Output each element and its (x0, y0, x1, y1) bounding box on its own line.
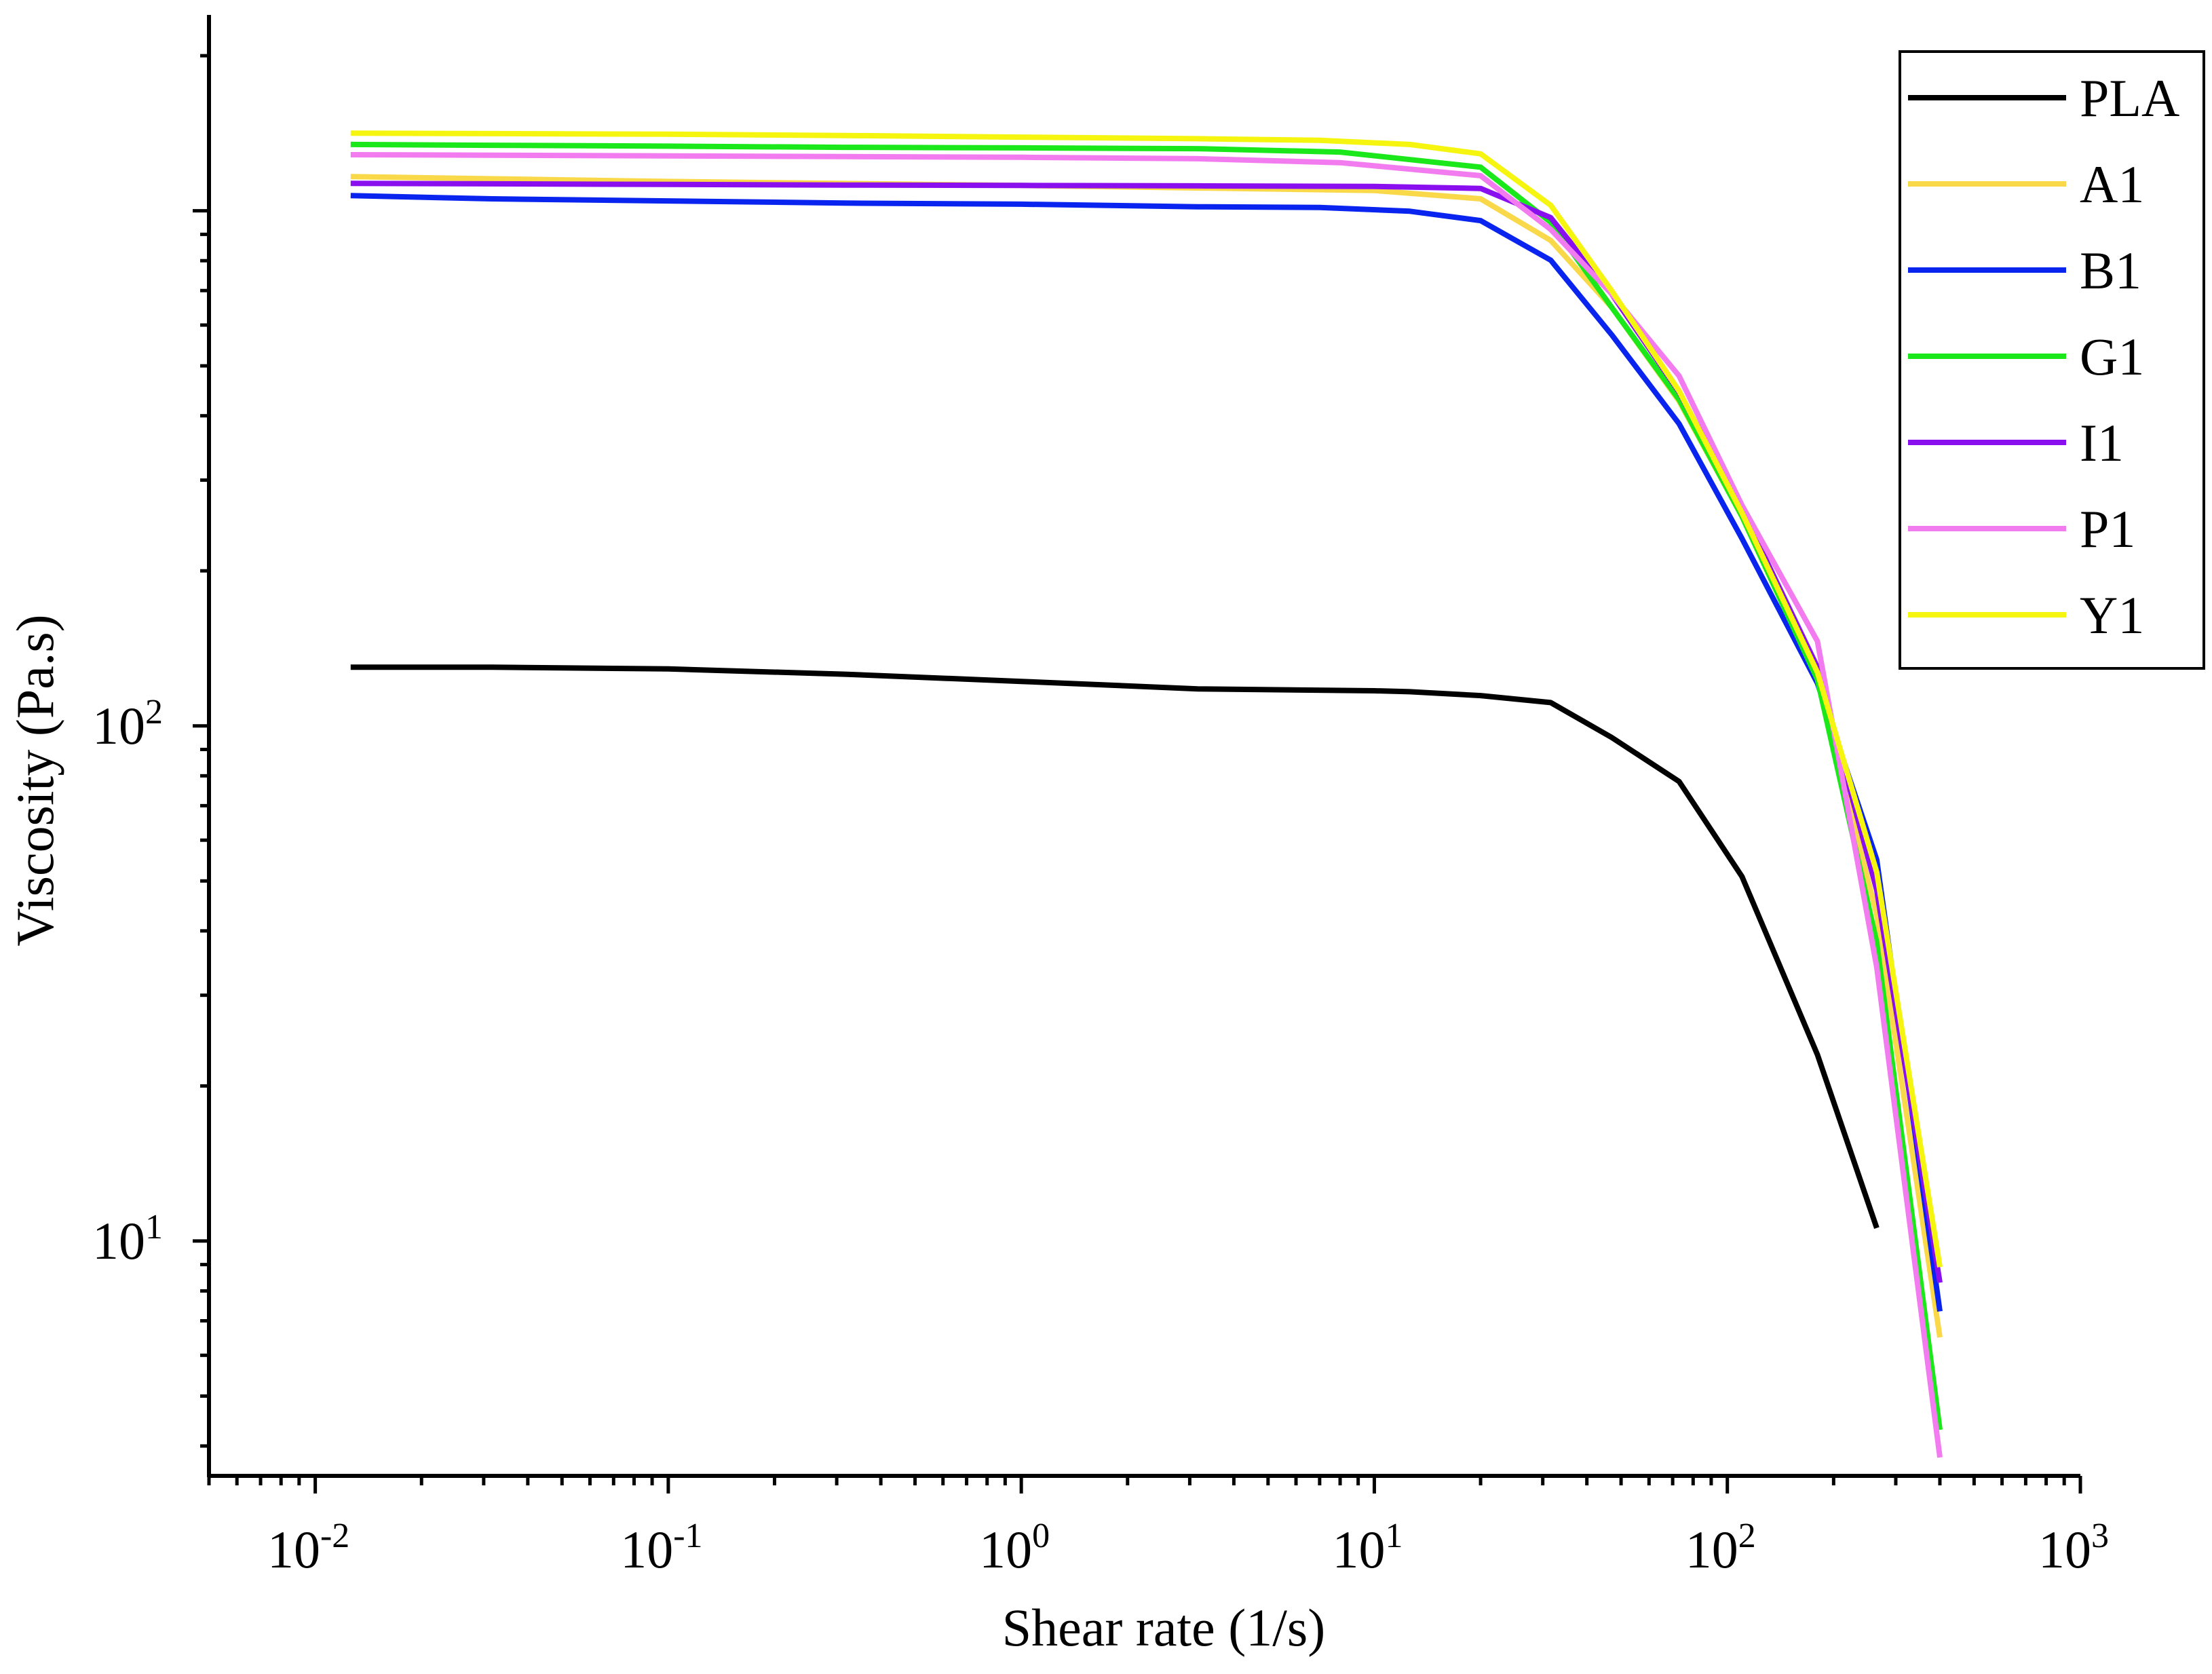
x-tick-label: 103 (2038, 1517, 2109, 1579)
legend: PLA A1 B1 G1 I1 P1 Y1 (1899, 50, 2205, 670)
legend-label-p1: P1 (2080, 499, 2135, 558)
tick-layer: 10-2 10-1 100 101 102 103 101 102 (92, 54, 2109, 1579)
legend-box (1899, 50, 2205, 670)
series-line-i1 (350, 180, 1943, 1283)
axes-layer (207, 15, 2080, 1478)
y-tick-label: 102 (92, 693, 163, 755)
series-line-a1 (350, 174, 1943, 1338)
legend-label-y1: Y1 (2080, 586, 2144, 645)
y-axis-title: Viscosity (Pa.s) (5, 614, 64, 946)
series-line-g1 (350, 141, 1943, 1430)
y-tick-label: 101 (92, 1208, 163, 1270)
x-tick-label: 10-2 (267, 1517, 349, 1579)
series-layer (350, 130, 1943, 1458)
series-line-b1 (350, 193, 1943, 1312)
legend-label-pla: PLA (2080, 69, 2179, 128)
series-line-y1 (350, 130, 1943, 1268)
x-tick-label: 10-1 (620, 1517, 702, 1579)
x-axis-title: Shear rate (1/s) (1002, 1598, 1325, 1657)
series-line-pla (350, 664, 1880, 1229)
x-tick-label: 102 (1685, 1517, 1756, 1579)
legend-label-b1: B1 (2080, 241, 2141, 300)
legend-label-a1: A1 (2080, 155, 2144, 214)
x-tick-label: 101 (1332, 1517, 1403, 1579)
legend-label-g1: G1 (2080, 327, 2144, 386)
series-line-p1 (350, 152, 1943, 1458)
legend-label-i1: I1 (2080, 413, 2124, 472)
x-tick-label: 100 (979, 1517, 1050, 1579)
